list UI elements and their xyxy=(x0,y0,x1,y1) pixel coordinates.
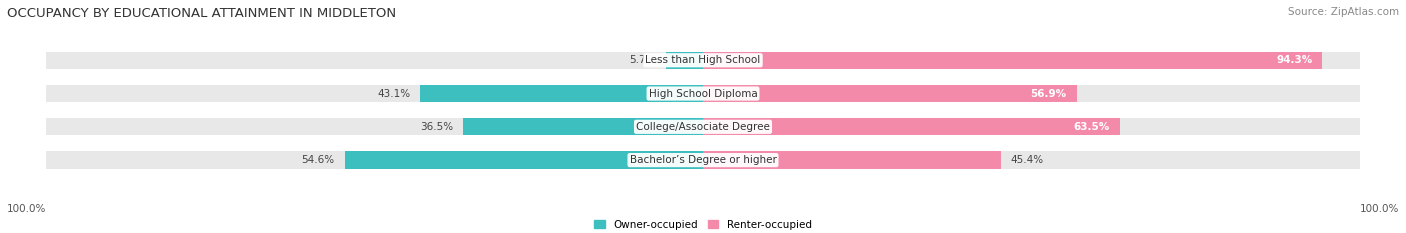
Text: OCCUPANCY BY EDUCATIONAL ATTAINMENT IN MIDDLETON: OCCUPANCY BY EDUCATIONAL ATTAINMENT IN M… xyxy=(7,7,396,20)
Text: Bachelor’s Degree or higher: Bachelor’s Degree or higher xyxy=(630,155,776,165)
Text: College/Associate Degree: College/Associate Degree xyxy=(636,122,770,132)
Bar xyxy=(703,151,1001,169)
Bar xyxy=(46,118,1360,135)
Bar xyxy=(46,85,1360,102)
Text: 56.9%: 56.9% xyxy=(1031,89,1067,99)
Bar xyxy=(420,85,703,102)
Bar xyxy=(464,118,703,135)
Legend: Owner-occupied, Renter-occupied: Owner-occupied, Renter-occupied xyxy=(595,220,811,230)
Text: 54.6%: 54.6% xyxy=(301,155,335,165)
Bar xyxy=(703,51,1322,69)
Bar xyxy=(665,51,703,69)
Text: 43.1%: 43.1% xyxy=(377,89,411,99)
Bar xyxy=(46,151,1360,169)
Bar xyxy=(703,85,1077,102)
Text: High School Diploma: High School Diploma xyxy=(648,89,758,99)
Text: 45.4%: 45.4% xyxy=(1011,155,1045,165)
Text: 100.0%: 100.0% xyxy=(1360,204,1399,214)
Text: Less than High School: Less than High School xyxy=(645,55,761,65)
Text: Source: ZipAtlas.com: Source: ZipAtlas.com xyxy=(1288,7,1399,17)
Bar xyxy=(344,151,703,169)
Text: 36.5%: 36.5% xyxy=(420,122,454,132)
Text: 5.7%: 5.7% xyxy=(630,55,655,65)
Text: 63.5%: 63.5% xyxy=(1074,122,1111,132)
Bar xyxy=(46,51,1360,69)
Text: 94.3%: 94.3% xyxy=(1277,55,1312,65)
Bar xyxy=(703,118,1121,135)
Text: 100.0%: 100.0% xyxy=(7,204,46,214)
